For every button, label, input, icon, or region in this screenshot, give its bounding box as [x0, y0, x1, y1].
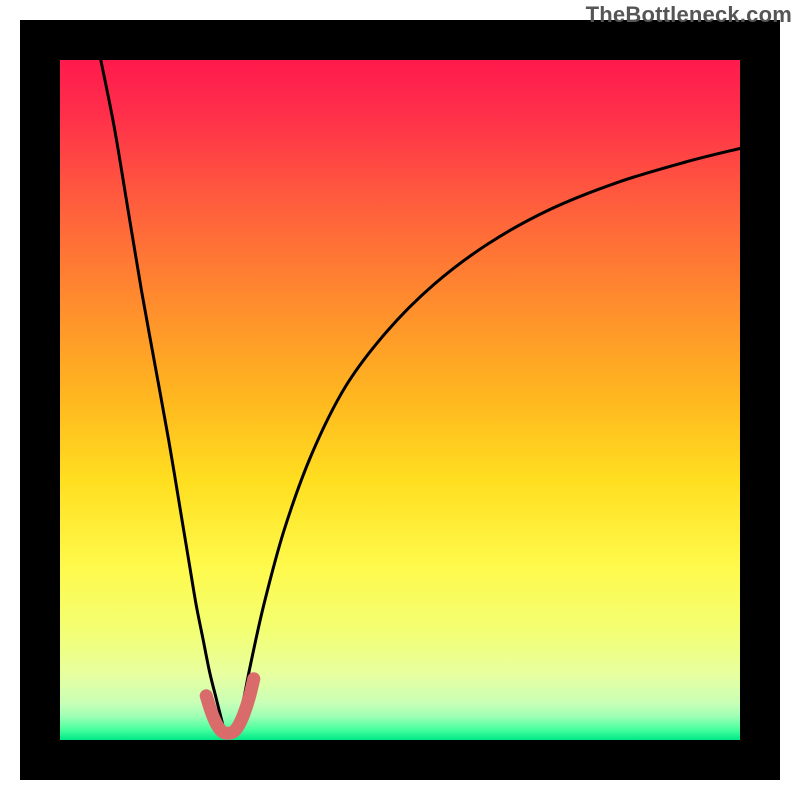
chart-svg	[0, 0, 800, 800]
chart-stage: TheBottleneck.com	[0, 0, 800, 800]
watermark-label: TheBottleneck.com	[586, 2, 792, 28]
